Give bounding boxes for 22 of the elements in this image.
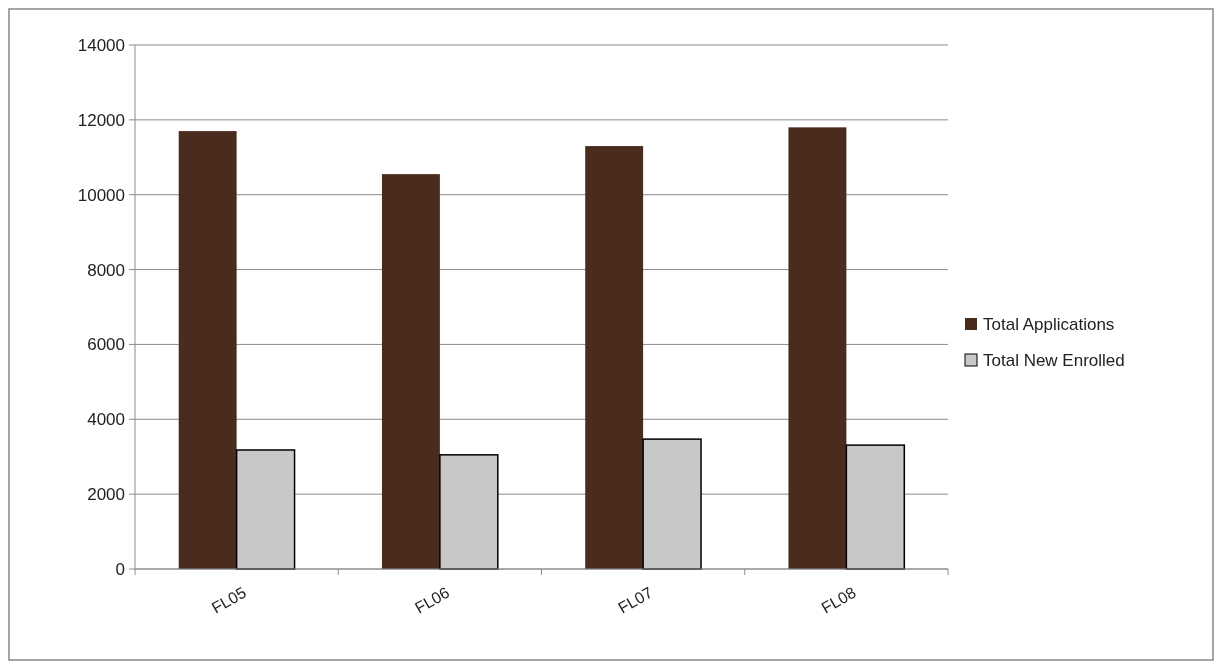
bar (642, 438, 702, 570)
bar (439, 454, 499, 570)
x-tick-label: FL08 (818, 583, 859, 617)
y-tick-label: 14000 (77, 35, 125, 55)
y-tick-label: 12000 (77, 110, 125, 130)
y-tick-label: 0 (115, 559, 125, 579)
legend-label: Total Applications (983, 314, 1115, 334)
bar (235, 449, 296, 570)
y-tick-label: 6000 (87, 335, 125, 355)
legend-label: Total New Enrolled (983, 350, 1125, 370)
x-tick-label: FL06 (412, 583, 453, 617)
x-tick-label: FL07 (615, 583, 656, 617)
bar (788, 127, 847, 569)
bar (585, 146, 644, 569)
y-tick-label: 2000 (87, 485, 125, 505)
y-tick-label: 4000 (87, 410, 125, 430)
bar (381, 174, 440, 569)
x-tick-label: FL05 (208, 583, 250, 617)
bar (845, 444, 906, 570)
y-tick-label: 8000 (87, 260, 125, 280)
y-tick-label: 10000 (77, 185, 125, 205)
bar (178, 131, 237, 569)
